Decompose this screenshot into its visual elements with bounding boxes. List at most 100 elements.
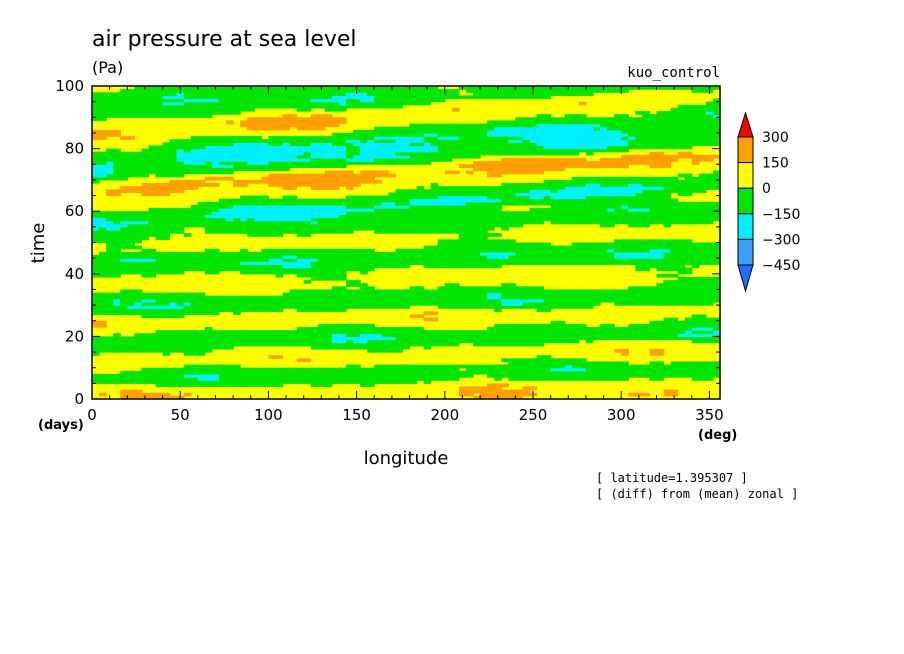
heatmap-cell bbox=[268, 233, 277, 237]
heatmap-cell bbox=[324, 142, 333, 147]
heatmap-cell bbox=[190, 114, 199, 118]
heatmap-cell bbox=[585, 204, 594, 209]
heatmap-cell bbox=[282, 136, 291, 140]
heatmap-cell bbox=[381, 333, 389, 337]
heatmap-cell bbox=[592, 117, 601, 122]
heatmap-cell bbox=[515, 330, 524, 334]
heatmap-cell bbox=[621, 129, 629, 134]
heatmap-cell bbox=[106, 270, 114, 275]
heatmap-cell bbox=[381, 223, 389, 228]
heatmap-cell bbox=[416, 342, 425, 347]
heatmap-cell bbox=[642, 145, 651, 150]
heatmap-cell bbox=[501, 226, 509, 231]
heatmap-cell bbox=[670, 333, 679, 337]
heatmap-cell bbox=[120, 164, 128, 168]
heatmap-cell bbox=[338, 327, 347, 331]
heatmap-cell bbox=[607, 164, 615, 168]
heatmap-cell bbox=[113, 226, 121, 231]
heatmap-cell bbox=[331, 139, 340, 143]
heatmap-cell bbox=[691, 176, 700, 181]
heatmap-cell bbox=[607, 192, 615, 197]
heatmap-cell bbox=[592, 164, 601, 168]
heatmap-cell bbox=[282, 139, 291, 143]
heatmap-cell bbox=[310, 183, 319, 187]
heatmap-cell bbox=[642, 198, 651, 203]
heatmap-cell bbox=[190, 208, 199, 212]
heatmap-cell bbox=[585, 189, 594, 194]
heatmap-cell bbox=[141, 214, 150, 219]
heatmap-cell bbox=[536, 323, 545, 328]
heatmap-cell bbox=[635, 179, 643, 184]
heatmap-cell bbox=[120, 370, 128, 375]
heatmap-cell bbox=[395, 214, 404, 219]
heatmap-cell bbox=[219, 264, 227, 269]
heatmap-cell bbox=[254, 120, 262, 125]
heatmap-cell bbox=[543, 157, 552, 162]
heatmap-cell bbox=[550, 211, 559, 215]
heatmap-cell bbox=[592, 204, 601, 209]
heatmap-cell bbox=[289, 148, 298, 153]
heatmap-cell bbox=[607, 176, 615, 181]
heatmap-cell bbox=[353, 136, 361, 140]
heatmap-cell bbox=[395, 370, 404, 375]
heatmap-cell bbox=[346, 339, 354, 344]
heatmap-cell bbox=[501, 120, 509, 125]
heatmap-cell bbox=[585, 123, 594, 128]
heatmap-cell bbox=[381, 136, 389, 140]
heatmap-cell bbox=[190, 292, 199, 297]
heatmap-cell bbox=[402, 220, 411, 225]
heatmap-cell bbox=[331, 117, 340, 122]
heatmap-cell bbox=[219, 148, 227, 153]
heatmap-cell bbox=[92, 136, 100, 140]
heatmap-cell bbox=[691, 142, 700, 147]
heatmap-cell bbox=[550, 323, 559, 328]
heatmap-cell bbox=[310, 211, 319, 215]
heatmap-cell bbox=[275, 211, 284, 215]
heatmap-cell bbox=[670, 186, 679, 190]
heatmap-cell bbox=[550, 192, 559, 197]
heatmap-cell bbox=[324, 373, 333, 378]
heatmap-cell bbox=[254, 380, 262, 384]
heatmap-cell bbox=[176, 311, 185, 316]
heatmap-cell bbox=[247, 136, 255, 140]
heatmap-cell bbox=[197, 352, 206, 356]
heatmap-cell bbox=[515, 167, 524, 172]
heatmap-cell bbox=[642, 251, 651, 256]
heatmap-cell bbox=[571, 151, 580, 156]
heatmap-cell bbox=[226, 145, 234, 150]
heatmap-cell bbox=[148, 189, 157, 194]
heatmap-cell bbox=[557, 220, 566, 225]
heatmap-cell bbox=[712, 327, 720, 331]
heatmap-cell bbox=[92, 129, 100, 134]
heatmap-cell bbox=[585, 289, 594, 294]
heatmap-cell bbox=[677, 242, 686, 247]
heatmap-cell bbox=[367, 248, 375, 253]
heatmap-cell bbox=[684, 217, 693, 222]
heatmap-cell bbox=[684, 214, 693, 219]
heatmap-cell bbox=[423, 292, 432, 297]
heatmap-cell bbox=[289, 151, 298, 156]
heatmap-cell bbox=[444, 170, 453, 175]
heatmap-cell bbox=[564, 339, 573, 344]
heatmap-cell bbox=[317, 114, 326, 118]
heatmap-cell bbox=[127, 370, 135, 375]
heatmap-cell bbox=[275, 167, 284, 172]
heatmap-cell bbox=[437, 258, 446, 262]
heatmap-cell bbox=[402, 345, 411, 350]
heatmap-cell bbox=[423, 132, 432, 137]
heatmap-cell bbox=[635, 176, 643, 181]
heatmap-cell bbox=[416, 192, 425, 197]
heatmap-cell bbox=[353, 183, 361, 187]
heatmap-cell bbox=[607, 223, 615, 228]
heatmap-cell bbox=[289, 298, 298, 303]
heatmap-cell bbox=[190, 220, 199, 225]
heatmap-cell bbox=[487, 126, 495, 131]
heatmap-cell bbox=[92, 236, 100, 240]
heatmap-cell bbox=[296, 258, 305, 262]
heatmap-cell bbox=[607, 120, 615, 125]
heatmap-cell bbox=[233, 295, 241, 300]
heatmap-cell bbox=[211, 157, 220, 162]
heatmap-cell bbox=[494, 123, 502, 128]
heatmap-cell bbox=[120, 211, 128, 215]
heatmap-cell bbox=[367, 289, 375, 294]
